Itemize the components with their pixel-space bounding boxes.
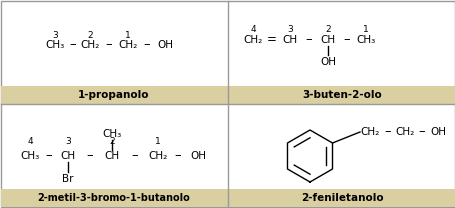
Text: –: – xyxy=(384,125,390,139)
Text: OH: OH xyxy=(319,57,335,67)
Bar xyxy=(1,189,228,207)
Bar xyxy=(228,86,455,104)
Text: –: – xyxy=(69,38,76,52)
Text: CH₂: CH₂ xyxy=(118,40,137,50)
Text: =: = xyxy=(266,33,276,47)
Text: 1-propanolo: 1-propanolo xyxy=(78,90,149,100)
Text: CH₃: CH₃ xyxy=(356,35,375,45)
Text: 2: 2 xyxy=(109,137,115,146)
Text: 1: 1 xyxy=(125,31,131,40)
Text: –: – xyxy=(417,125,424,139)
Text: OH: OH xyxy=(190,151,206,161)
Bar xyxy=(228,189,455,207)
Text: 2: 2 xyxy=(87,31,93,40)
Text: 3: 3 xyxy=(65,137,71,146)
Text: CH: CH xyxy=(61,151,76,161)
Text: CH: CH xyxy=(282,35,297,45)
Text: –: – xyxy=(131,150,138,162)
Text: 3: 3 xyxy=(287,25,292,33)
Text: 1: 1 xyxy=(155,137,161,146)
Text: 2-metil-3-bromo-1-butanolo: 2-metil-3-bromo-1-butanolo xyxy=(38,193,190,203)
Text: –: – xyxy=(86,150,93,162)
Text: 2-feniletanolo: 2-feniletanolo xyxy=(300,193,383,203)
Text: –: – xyxy=(106,38,112,52)
Text: CH₃: CH₃ xyxy=(102,129,121,139)
Text: OH: OH xyxy=(157,40,172,50)
Text: –: – xyxy=(143,38,150,52)
Text: CH₃: CH₃ xyxy=(20,151,40,161)
Bar xyxy=(1,86,228,104)
Text: CH₂: CH₂ xyxy=(359,127,379,137)
Text: CH: CH xyxy=(104,151,119,161)
Text: 1: 1 xyxy=(362,25,368,33)
Text: CH₃: CH₃ xyxy=(46,40,65,50)
Text: CH: CH xyxy=(320,35,335,45)
Text: 3: 3 xyxy=(52,31,58,40)
Text: 4: 4 xyxy=(27,137,33,146)
Text: –: – xyxy=(305,33,312,47)
Text: 2: 2 xyxy=(324,25,330,33)
Text: –: – xyxy=(174,150,181,162)
Text: –: – xyxy=(46,150,52,162)
Text: 3-buten-2-olo: 3-buten-2-olo xyxy=(302,90,381,100)
Text: 4: 4 xyxy=(250,25,255,33)
Text: CH₂: CH₂ xyxy=(394,127,414,137)
Text: Br: Br xyxy=(62,174,74,184)
Text: OH: OH xyxy=(429,127,445,137)
Text: –: – xyxy=(343,33,349,47)
Text: CH₂: CH₂ xyxy=(148,151,167,161)
Text: CH₂: CH₂ xyxy=(243,35,262,45)
Text: CH₂: CH₂ xyxy=(80,40,99,50)
